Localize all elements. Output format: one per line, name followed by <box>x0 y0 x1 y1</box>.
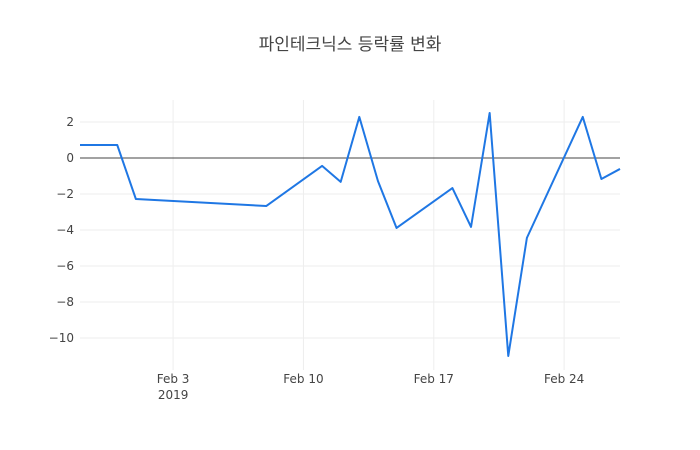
line-series <box>80 111 621 357</box>
y-tick-label: −6 <box>56 259 74 273</box>
y-tick-label: −4 <box>56 223 74 237</box>
x-tick-label: Feb 24 <box>544 372 584 386</box>
y-tick-label: −2 <box>56 187 74 201</box>
y-tick-label: 2 <box>66 115 74 129</box>
x-tick-label: Feb 3 2019 <box>157 372 190 402</box>
y-tick-label: −10 <box>49 331 74 345</box>
chart-title: 파인테크닉스 등락률 변화 <box>259 35 442 55</box>
x-tick-label: Feb 17 <box>414 372 454 386</box>
y-tick-label: −8 <box>56 295 74 309</box>
y-tick-label: 0 <box>66 151 74 165</box>
x-tick-label: Feb 10 <box>283 372 323 386</box>
